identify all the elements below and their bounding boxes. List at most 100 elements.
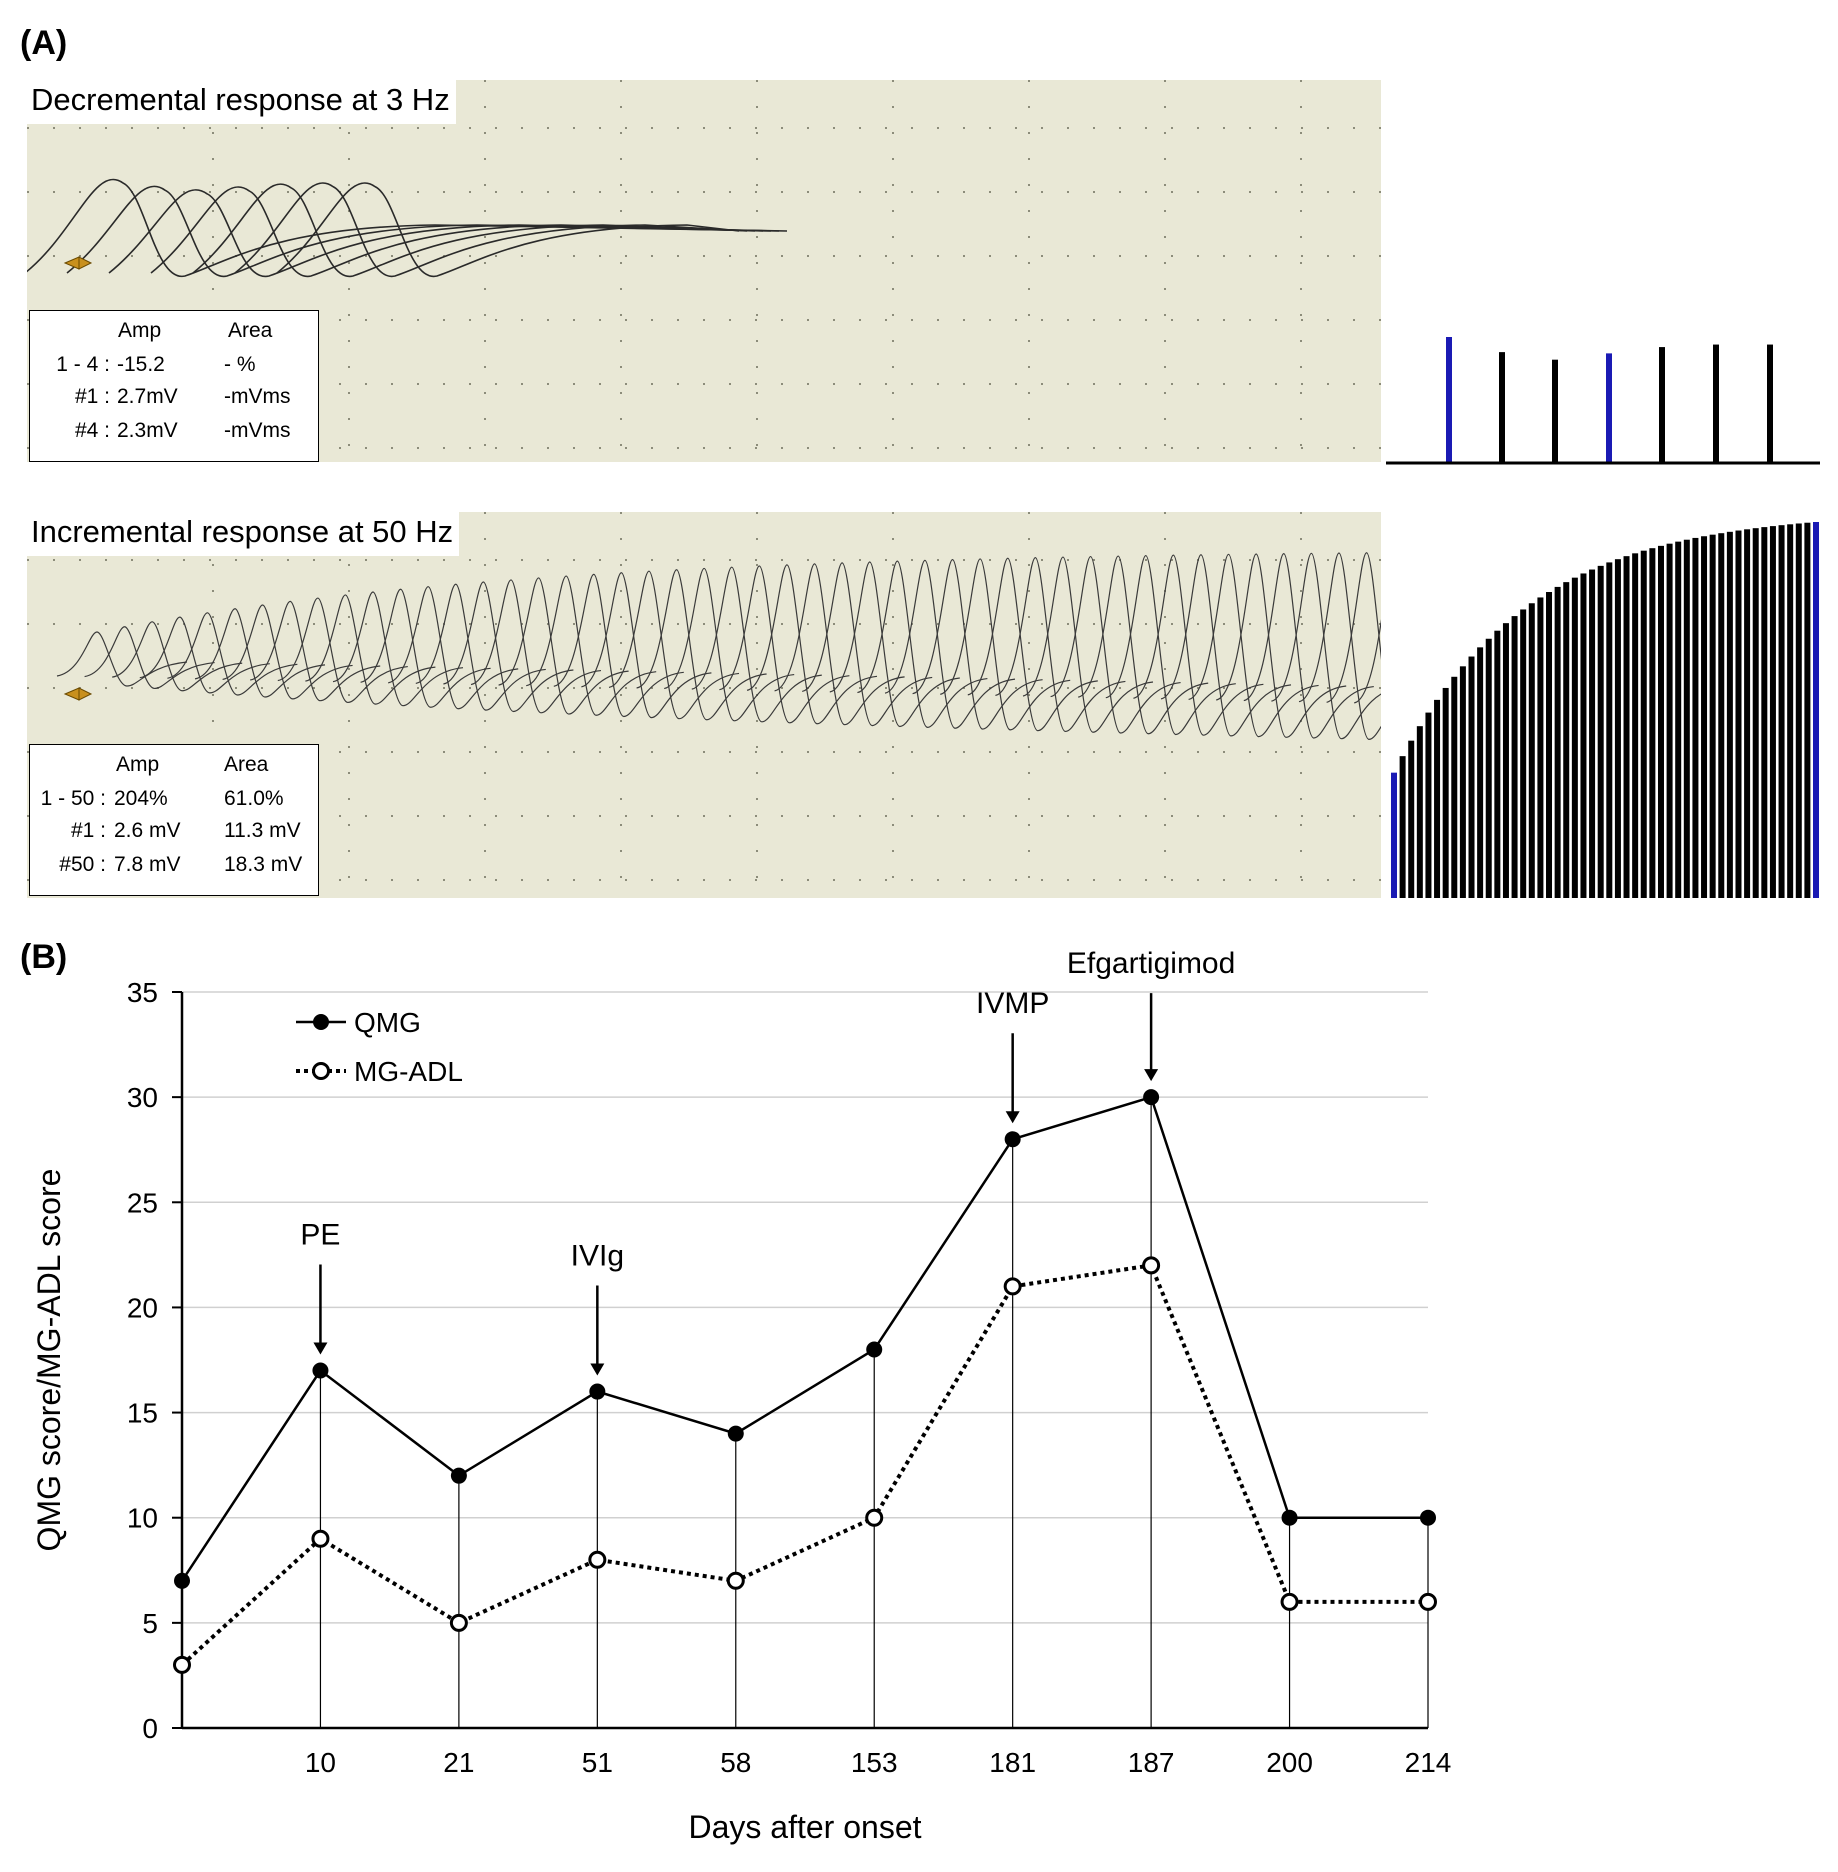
legend-label: MG-ADL — [354, 1056, 463, 1087]
trace-waveform — [1022, 556, 1154, 733]
incremental-bar-chart — [1391, 522, 1819, 898]
amplitude-bar — [1468, 656, 1475, 898]
dot-grid — [27, 80, 1381, 462]
trace-waveform — [388, 586, 519, 710]
incremental-stats-box: Amp Area 1 - 50 : 204% 61.0% #1 : 2.6 mV… — [29, 744, 319, 896]
marker-left — [63, 687, 80, 701]
x-tick-label: 200 — [1266, 1747, 1313, 1778]
trace-waveform — [719, 565, 850, 724]
amplitude-bar — [1502, 623, 1509, 898]
data-point — [1280, 1592, 1299, 1611]
stats-row-area: - % — [224, 353, 256, 376]
stats-row-label: 1 - 4 : — [56, 353, 110, 376]
series-line — [180, 1263, 1428, 1667]
amplitude-bar — [1442, 687, 1449, 898]
y-tick-label: 10 — [127, 1503, 158, 1534]
amplitude-bar — [1554, 586, 1561, 898]
annotations-group: PE IVIg IVMP Efgartigimod — [300, 947, 1235, 1376]
amplitude-bar — [1795, 523, 1802, 898]
dot-grid — [27, 512, 1381, 898]
data-point — [173, 1655, 191, 1674]
amplitude-bar — [1399, 756, 1406, 898]
data-point — [1004, 1131, 1021, 1148]
trace-waveform — [691, 566, 822, 723]
panel-a-label: (A) — [20, 24, 68, 62]
decremental-traces — [27, 80, 1381, 462]
trace-waveform — [1160, 554, 1292, 737]
amplitude-bar — [1499, 352, 1505, 463]
stats-row-area: 18.3 mV — [224, 853, 303, 876]
stats-row-label: #4 : — [74, 419, 110, 442]
amplitude-bar — [1494, 630, 1501, 898]
stats-row-area: 61.0% — [224, 787, 284, 810]
stats-row-area: -mVms — [224, 385, 291, 408]
data-point — [174, 1572, 190, 1589]
data-point — [727, 1425, 744, 1442]
annotation-label: PE — [300, 1219, 340, 1252]
trace-waveform — [222, 604, 353, 700]
amplitude-bar — [1701, 536, 1708, 898]
stats-row-label: #1 : — [74, 385, 110, 408]
y-tick-label: 25 — [127, 1187, 158, 1218]
amplitude-bar — [1709, 534, 1716, 898]
x-tick-label: 187 — [1128, 1747, 1175, 1778]
x-tick-label: 214 — [1405, 1747, 1452, 1778]
trace-waveform — [194, 608, 326, 698]
x-tick-label: 21 — [443, 1747, 474, 1778]
amplitude-bar — [1416, 726, 1423, 898]
trace-waveform — [526, 575, 657, 716]
amplitude-bar — [1683, 539, 1690, 898]
legend-marker — [313, 1014, 329, 1030]
amplitude-bar — [1778, 525, 1785, 898]
trace-waveform — [192, 183, 756, 277]
data-point — [1142, 1256, 1161, 1275]
trace-waveform — [1298, 552, 1381, 740]
stats-row-amp: 2.3mV — [117, 419, 178, 442]
amplitude-bar — [1813, 522, 1819, 898]
amplitude-bar — [1546, 592, 1553, 898]
marker-right — [78, 687, 93, 701]
y-tick-label: 15 — [127, 1398, 158, 1429]
trace-waveform — [470, 579, 602, 714]
stats-row-amp: 2.7mV — [117, 385, 178, 408]
amplitude-bar — [1537, 597, 1544, 898]
y-grid — [182, 991, 1428, 1624]
data-point — [311, 1529, 330, 1548]
y-tick-label: 5 — [142, 1608, 158, 1639]
amplitude-bar — [1563, 582, 1570, 898]
amplitude-bar — [1408, 740, 1415, 898]
y-tick-label: 35 — [127, 977, 158, 1008]
marker-right — [78, 256, 93, 270]
panel-b-label: (B) — [20, 938, 68, 976]
annotation-label: IVMP — [976, 987, 1049, 1020]
amplitude-bar — [1713, 344, 1719, 463]
trace-waveform — [150, 186, 764, 277]
incremental-trace-panel: Incremental response at 50 Hz Amp Area 1… — [27, 512, 1381, 898]
trace-waveform — [912, 559, 1043, 730]
trace-waveform — [1215, 553, 1347, 738]
trace-waveform — [84, 626, 215, 690]
trace-waveform — [277, 597, 408, 704]
amplitude-bar — [1446, 337, 1452, 463]
annotation-arrowhead — [1005, 1111, 1020, 1124]
annotation-label: Efgartigimod — [1067, 947, 1235, 980]
amplitude-bar — [1640, 550, 1647, 898]
amplitude-bar — [1623, 556, 1630, 898]
amplitude-bar — [1434, 699, 1441, 898]
amplitude-bar — [1571, 577, 1578, 898]
stats-row-area: 11.3 mV — [224, 819, 301, 842]
marker-left — [63, 256, 80, 270]
x-tick-label: 58 — [720, 1747, 751, 1778]
trace-waveform — [1243, 553, 1374, 739]
data-point — [1281, 1509, 1298, 1526]
stats-header-amp: Amp — [116, 753, 160, 776]
data-point — [1003, 1277, 1022, 1296]
trace-waveform — [608, 570, 740, 720]
trace-waveform — [553, 573, 684, 718]
trace-waveform — [1271, 552, 1381, 740]
amplitude-bar — [1606, 562, 1613, 898]
amplitude-bar — [1692, 537, 1699, 898]
amplitude-bar — [1520, 609, 1527, 898]
trace-waveform — [939, 558, 1071, 731]
amplitude-bar — [1761, 527, 1768, 898]
